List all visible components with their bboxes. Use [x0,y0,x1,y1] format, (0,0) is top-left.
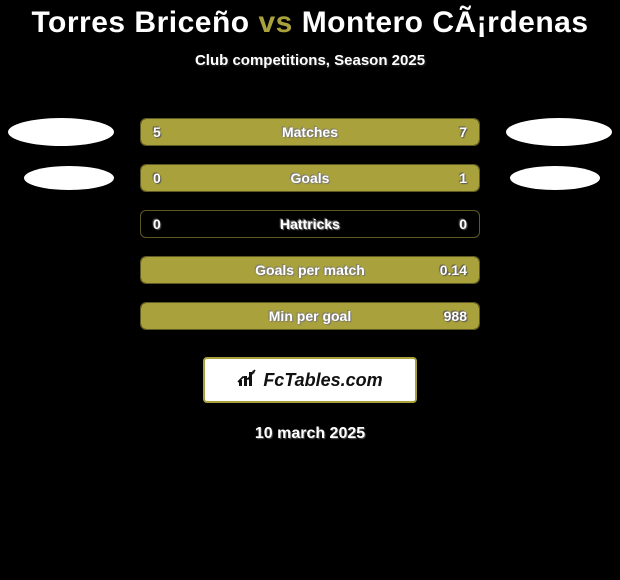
player-badge-right [506,118,612,146]
stat-value-left: 5 [153,124,161,140]
stat-row: 0 1 Goals [0,155,620,201]
logo-text: FcTables.com [263,370,382,391]
player1-name: Torres Briceño [31,6,249,39]
stat-row: 988 Min per goal [0,293,620,339]
stat-bar: 988 Min per goal [140,302,480,330]
stat-label: Goals [291,170,330,186]
player-badge-left [24,166,114,190]
stat-value-right: 1 [459,170,467,186]
stat-value-right: 0 [459,216,467,232]
title-block: Torres Briceño vs Montero CÃ¡rdenas [0,0,620,40]
vs-text: vs [258,6,292,39]
logo-box[interactable]: FcTables.com [203,357,417,403]
stat-row: 0.14 Goals per match [0,247,620,293]
player-badge-right [510,166,600,190]
stat-bar: 0 1 Goals [140,164,480,192]
comparison-card: Torres Briceño vs Montero CÃ¡rdenas Club… [0,0,620,580]
stat-value-right: 988 [444,308,467,324]
stat-label: Matches [282,124,338,140]
stat-value-right: 0.14 [440,262,467,278]
stat-value-left: 0 [153,170,161,186]
stat-value-left: 0 [153,216,161,232]
stat-bar: 0 0 Hattricks [140,210,480,238]
stat-bar: 5 7 Matches [140,118,480,146]
player-badge-left [8,118,114,146]
stat-value-right: 7 [459,124,467,140]
stat-rows: 5 7 Matches 0 1 Goals 0 0 Hattricks 0.14 Goals per… [0,109,620,339]
stat-row: 0 0 Hattricks [0,201,620,247]
player2-name: Montero CÃ¡rdenas [302,6,589,39]
stat-label: Hattricks [280,216,340,232]
logo-text-value: FcTables.com [263,370,382,390]
chart-icon [237,368,259,393]
date-text: 10 march 2025 [0,425,620,443]
subtitle: Club competitions, Season 2025 [0,52,620,69]
stat-bar: 0.14 Goals per match [140,256,480,284]
stat-label: Min per goal [269,308,351,324]
stat-row: 5 7 Matches [0,109,620,155]
stat-label: Goals per match [255,262,365,278]
